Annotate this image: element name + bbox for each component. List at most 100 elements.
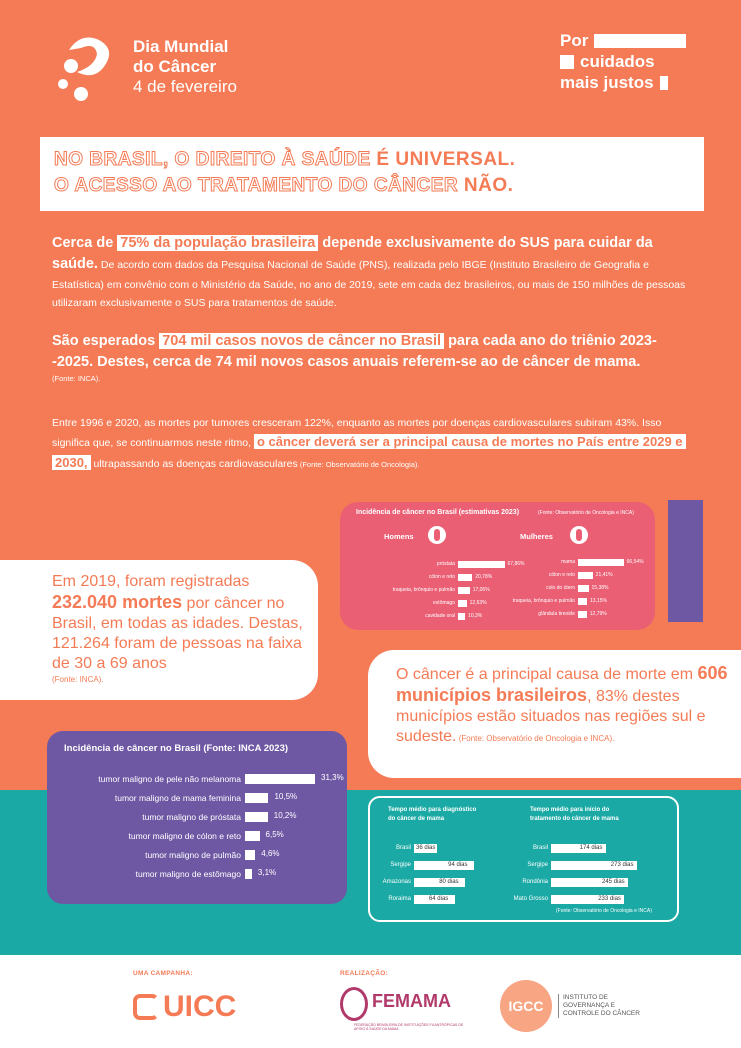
bar-value: 3,1% xyxy=(257,868,277,877)
bar-label: Rondônia xyxy=(522,879,548,885)
headline-line1-outline: NO BRASIL, O DIREITO À SAÚDE xyxy=(53,149,377,171)
men-label: Homens xyxy=(384,532,414,541)
headline-line2-solid: NÃO. xyxy=(463,175,514,196)
bar-value: 10,2% xyxy=(273,811,297,820)
bar-label: tumor maligno de pele não melanoma xyxy=(98,774,241,784)
bar xyxy=(551,844,606,853)
women-label: Mulheres xyxy=(520,532,553,541)
p2-pre: São esperados xyxy=(52,333,160,349)
femama-logo: FEMAMA FEDERAÇÃO BRASILEIRA DE INSTITUIÇ… xyxy=(340,987,463,1031)
bar-value: 273 dias xyxy=(610,862,634,868)
p3-pre: Entre 1996 e 2020, as mortes por tumores… xyxy=(52,417,662,449)
bar xyxy=(551,895,625,904)
bar-value: 94 dias xyxy=(448,862,468,868)
breast-cancer-time-chart: Tempo médio para diagnóstico do câncer de… xyxy=(368,796,679,922)
bar-row: estômago 12,63% xyxy=(433,599,506,609)
slogan-line-3: mais justos xyxy=(560,72,654,92)
bar xyxy=(578,585,589,592)
bar xyxy=(551,878,628,887)
bar-row: Brasil 174 dias xyxy=(533,843,639,855)
p1-highlight: 75% da população brasileira xyxy=(117,235,319,251)
bar-value: 36 dias xyxy=(416,845,436,851)
p3-post: ultrapassando as doenças cardiovasculare… xyxy=(90,458,298,470)
teal-chart-source: (Fonte: Observatório de Oncologia e INCA… xyxy=(556,908,652,914)
muni-line1: O câncer é a principal causa de morte em xyxy=(396,666,698,683)
bar-value: 12,63% xyxy=(469,600,487,606)
event-date: 4 de fevereiro xyxy=(133,77,237,96)
bar-label: tumor maligno de mama feminina xyxy=(114,793,241,803)
bar-value: 4,6% xyxy=(261,849,280,858)
bar xyxy=(245,850,256,860)
pink-chart-source: (Fonte: Observatório de Oncologia e INCA… xyxy=(538,510,634,516)
diagnosis-title: Tempo médio para diagnóstico do câncer de… xyxy=(388,806,476,824)
bar xyxy=(414,861,475,870)
slogan-line-1: Por xyxy=(560,30,589,50)
slogan-bar xyxy=(560,54,574,69)
purple-chart-title: Incidência de câncer no Brasil (Fonte: I… xyxy=(64,743,288,754)
ribbon-dots-logo-icon xyxy=(58,37,110,101)
female-person-icon xyxy=(570,526,588,544)
bar-label: glândula tireoide xyxy=(538,611,575,617)
p1-post: depende exclusivamente do SUS para cuida… xyxy=(52,235,653,272)
bar-value: 10,5% xyxy=(274,792,298,801)
bar-label: Sergipe xyxy=(527,862,548,868)
uicc-icon xyxy=(133,994,159,1020)
bar xyxy=(551,861,637,870)
bar-value: 31,3% xyxy=(321,773,344,782)
bar-label: estômago xyxy=(433,600,455,606)
bar-row: cólon e reto 21,41% xyxy=(549,571,626,581)
femama-icon xyxy=(340,987,368,1021)
bar xyxy=(245,774,315,784)
bar-label: cólon e reto xyxy=(548,572,575,578)
bar-row: tumor maligno de cólon e reto 6,5% xyxy=(47,830,347,844)
bar-label: tumor maligno de pulmão xyxy=(145,850,241,860)
male-person-icon xyxy=(428,526,446,544)
deaths-source: (Fonte: INCA). xyxy=(52,675,104,684)
p2-highlight: 704 mil casos novos de câncer no Brasil xyxy=(159,333,445,349)
bar-label: Mato Grosso xyxy=(513,896,548,902)
municipalities-card: O câncer é a principal causa de morte em… xyxy=(368,650,741,778)
bar-value: 174 dias xyxy=(579,845,603,851)
bar-row: colo do útero 15,38% xyxy=(546,584,626,594)
bar-label: Brasil xyxy=(395,845,411,851)
bar-row: Amazonas 80 dias xyxy=(383,877,478,889)
bar-label: Sergipe xyxy=(390,862,411,868)
headline-box: NO BRASIL, O DIREITO À SAÚDE É UNIVERSAL… xyxy=(40,137,704,211)
bar-value: 10,3% xyxy=(468,613,483,619)
realization-label: REALIZAÇÃO: xyxy=(340,970,389,977)
incidence-types-chart: Incidência de câncer no Brasil (Fonte: I… xyxy=(47,731,347,904)
bar xyxy=(458,561,505,568)
bar-row: próstata 67,86% xyxy=(437,560,525,570)
bar-label: colo do útero xyxy=(546,585,575,591)
event-line-1: Dia Mundial xyxy=(133,37,229,56)
bar-row: cólon e reto 20,78% xyxy=(429,573,506,583)
igcc-name: IGCC xyxy=(508,998,544,1014)
bar-row: traqueia, brônquio e pulmão 13,15% xyxy=(513,597,626,607)
bar xyxy=(458,574,473,581)
paragraph-mortality: Entre 1996 e 2020, as mortes por tumores… xyxy=(52,413,692,473)
p1-pre: Cerca de xyxy=(52,235,118,251)
bar xyxy=(245,831,260,841)
bar xyxy=(414,844,438,853)
headline-line2-outline: O ACESSO AO TRATAMENTO DO CÂNCER xyxy=(54,175,464,197)
paragraph-sus: Cerca de 75% da população brasileira dep… xyxy=(52,233,692,311)
femama-subtitle: FEDERAÇÃO BRASILEIRA DE INSTITUIÇÕES FIL… xyxy=(354,1023,464,1031)
bar-label: Brasil xyxy=(532,845,548,851)
bar xyxy=(578,598,588,605)
bar-label: mama xyxy=(561,559,575,565)
bar-value: 66,54% xyxy=(626,559,644,565)
treatment-title: Tempo médio para início do tratamento do … xyxy=(530,806,619,824)
bar xyxy=(458,613,466,620)
p2-source: (Fonte: INCA). xyxy=(52,374,101,383)
igcc-logo: IGCC INSTITUTO DE GOVERNANÇA E CONTROLE … xyxy=(500,980,648,1032)
bar xyxy=(414,895,455,904)
muni-count: 606 municípios brasileiros xyxy=(396,663,728,705)
bar xyxy=(578,611,587,618)
bar xyxy=(578,572,593,579)
bar-value: 12,79% xyxy=(589,611,607,617)
bar-value: 20,78% xyxy=(475,574,493,580)
slogan: Por cuidados mais justos xyxy=(560,30,687,93)
bar-row: Sergipe 94 dias xyxy=(390,860,478,872)
bar-row: tumor maligno de pulmão 4,6% xyxy=(47,849,347,863)
